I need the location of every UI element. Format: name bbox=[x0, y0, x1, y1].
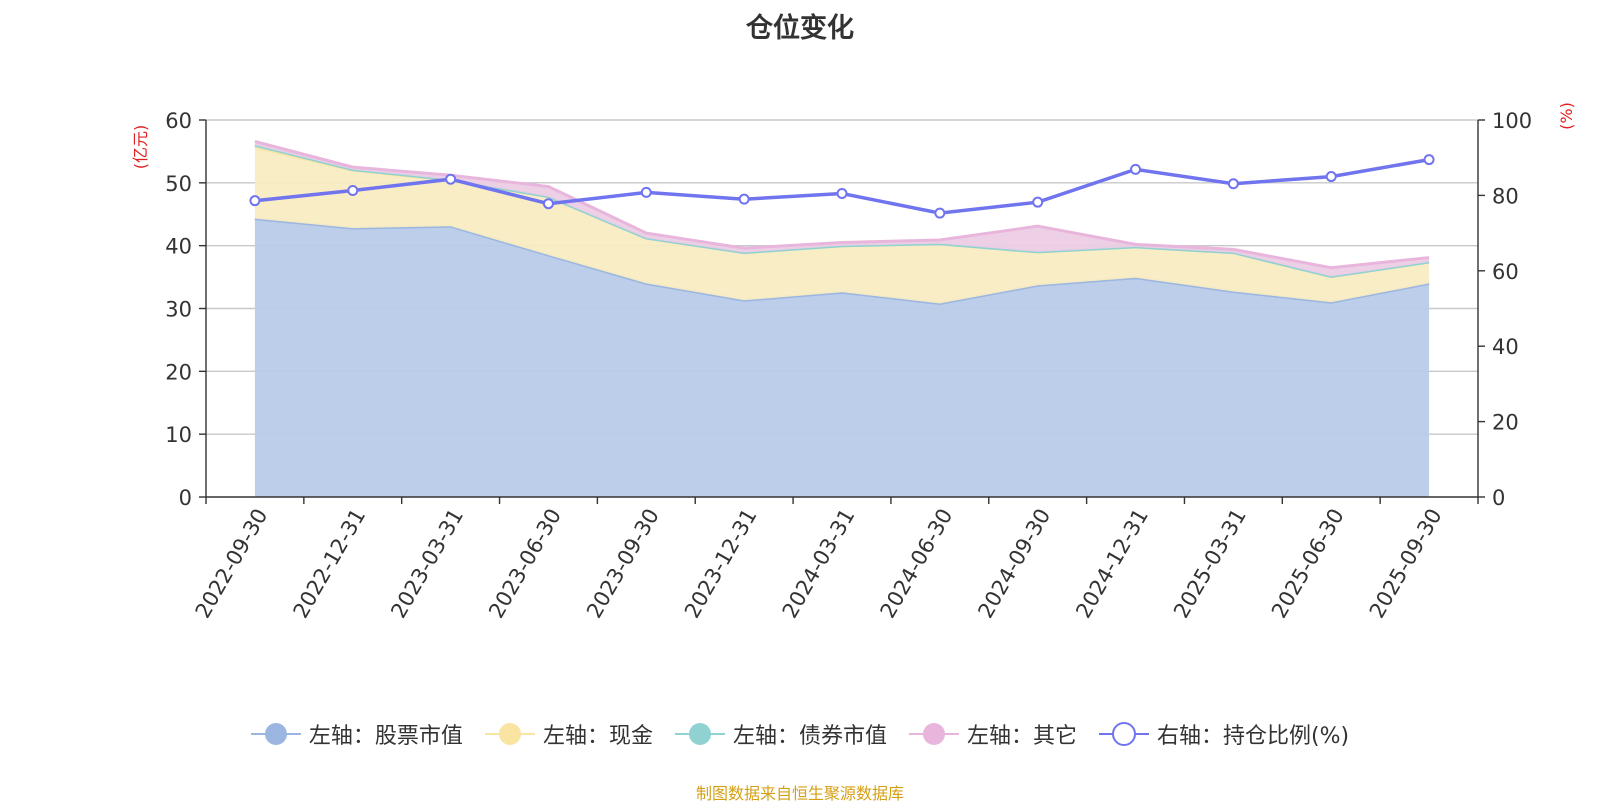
legend-item[interactable]: 左轴：其它 bbox=[908, 718, 1077, 750]
ratio-point bbox=[934, 207, 946, 219]
ratio-point bbox=[1325, 171, 1337, 183]
legend-marker-circle bbox=[498, 723, 521, 745]
ratio-point bbox=[249, 195, 261, 207]
legend-label: 左轴：股票市值 bbox=[308, 724, 463, 749]
left-axis-tick-label: 30 bbox=[165, 298, 192, 322]
left-axis-tick-label: 40 bbox=[165, 235, 192, 259]
ratio-point bbox=[1130, 163, 1142, 175]
x-axis-tick-label: 2022-12-31 bbox=[288, 505, 370, 623]
legend-marker-circle bbox=[264, 723, 287, 745]
x-axis-tick-label: 2025-06-30 bbox=[1267, 505, 1349, 623]
right-axis-tick-label: 20 bbox=[1492, 411, 1519, 435]
left-axis-unit: (亿元) bbox=[131, 125, 150, 170]
x-axis-tick-label: 2022-09-30 bbox=[191, 505, 273, 623]
stacked-areas bbox=[254, 139, 1430, 497]
ratio-point bbox=[1423, 154, 1435, 166]
area-左轴：股票市值 bbox=[254, 218, 1430, 497]
x-axis-tick-label: 2023-12-31 bbox=[680, 505, 762, 623]
legend-area-marker-icon bbox=[908, 723, 959, 745]
ratio-point bbox=[738, 193, 750, 205]
left-axis-tick-label: 50 bbox=[165, 172, 192, 196]
area-左轴：现金 bbox=[254, 147, 1430, 304]
ratio-point bbox=[1032, 196, 1044, 208]
legend-item[interactable]: 右轴：持仓比例(%) bbox=[1098, 718, 1350, 750]
legend-label: 左轴：其它 bbox=[966, 724, 1077, 749]
legend: 左轴：股票市值 左轴：现金 左轴：债券市值 左轴：其它 右轴：持仓比例(%) bbox=[0, 718, 1600, 750]
chart-title: 仓位变化 bbox=[746, 13, 854, 44]
ratio-line bbox=[249, 154, 1435, 219]
legend-label: 右轴：持仓比例(%) bbox=[1156, 724, 1350, 749]
x-axis-tick-label: 2024-09-30 bbox=[973, 505, 1055, 623]
left-axis-tick-label: 10 bbox=[165, 423, 192, 447]
legend-label: 左轴：债券市值 bbox=[732, 724, 887, 749]
x-axis-tick-label: 2023-09-30 bbox=[582, 505, 664, 623]
left-axis-tick-label: 20 bbox=[165, 360, 192, 384]
legend-marker-circle bbox=[1111, 722, 1136, 746]
right-axis-tick-label: 100 bbox=[1492, 109, 1532, 133]
left-axis-tick-label: 0 bbox=[179, 486, 192, 510]
x-axis-tick-label: 2024-12-31 bbox=[1071, 505, 1153, 623]
x-axis-tick-label: 2024-03-31 bbox=[778, 505, 860, 623]
x-axis-tick-label: 2025-09-30 bbox=[1365, 505, 1447, 623]
legend-area-marker-icon bbox=[250, 723, 301, 745]
x-axis-tick-label: 2025-03-31 bbox=[1169, 505, 1251, 623]
right-axis-tick-label: 40 bbox=[1492, 335, 1519, 359]
legend-marker-circle bbox=[922, 723, 945, 745]
legend-item[interactable]: 左轴：现金 bbox=[484, 718, 653, 750]
ratio-point bbox=[1227, 178, 1239, 190]
legend-line-marker-icon bbox=[1098, 722, 1149, 746]
ratio-point bbox=[542, 198, 554, 210]
right-axis-tick-label: 60 bbox=[1492, 260, 1519, 284]
legend-label: 左轴：现金 bbox=[542, 724, 653, 749]
legend-marker-circle bbox=[688, 723, 711, 745]
left-axis-tick-label: 60 bbox=[165, 109, 192, 133]
legend-item[interactable]: 左轴：股票市值 bbox=[250, 718, 463, 750]
x-axis-tick-label: 2023-06-30 bbox=[484, 505, 566, 623]
legend-area-marker-icon bbox=[484, 723, 535, 745]
ratio-point bbox=[347, 184, 359, 196]
right-axis-unit: (%) bbox=[1557, 102, 1576, 130]
x-axis-tick-label: 2024-06-30 bbox=[876, 505, 958, 623]
x-axis-tick-label: 2023-03-31 bbox=[386, 504, 468, 622]
right-axis-tick-label: 80 bbox=[1492, 184, 1519, 208]
legend-item[interactable]: 左轴：债券市值 bbox=[674, 718, 887, 750]
ratio-point bbox=[836, 188, 848, 200]
legend-area-marker-icon bbox=[674, 723, 725, 745]
ratio-point bbox=[445, 173, 457, 185]
right-axis-tick-label: 0 bbox=[1492, 486, 1505, 510]
source-note: 制图数据来自恒生聚源数据库 bbox=[695, 784, 904, 803]
ratio-point bbox=[640, 186, 652, 198]
